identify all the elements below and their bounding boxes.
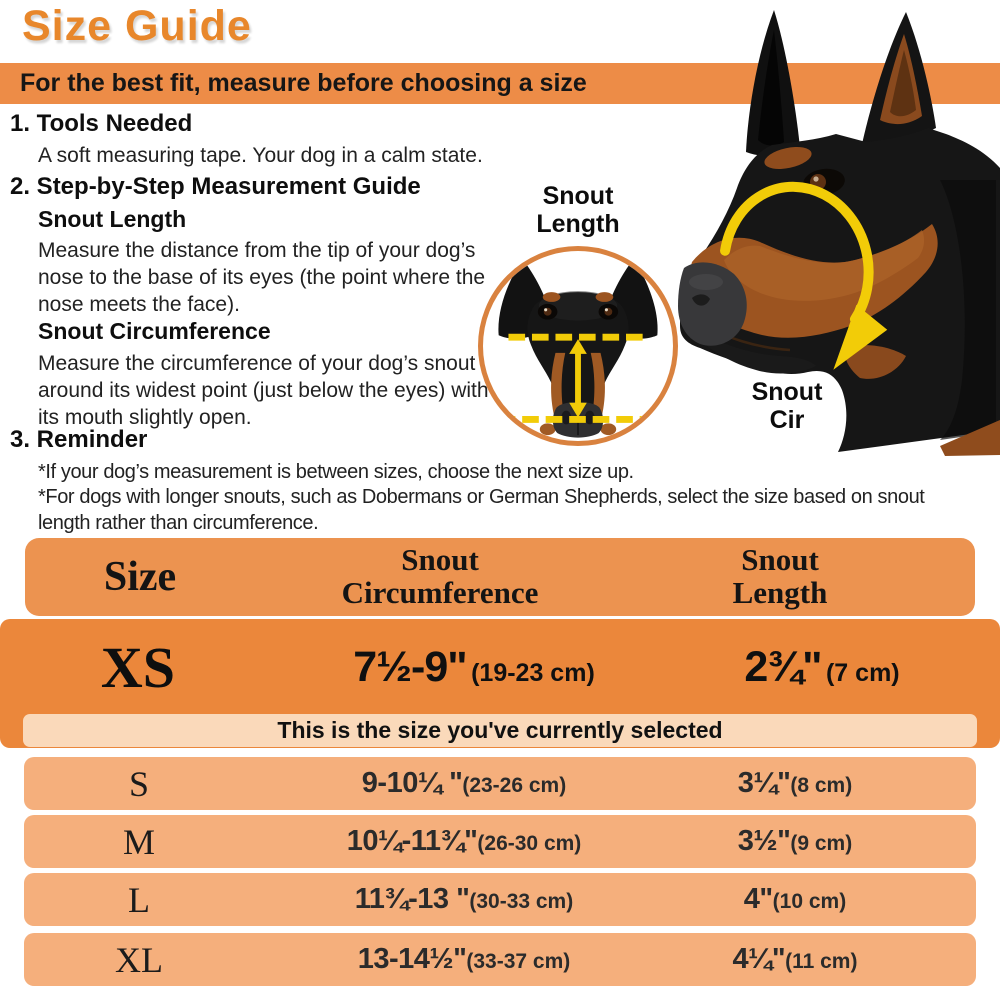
row-size-label: XL — [115, 939, 163, 980]
row-len-inches: 3½" — [737, 825, 791, 857]
row-length-value: 3½"(9 cm) — [644, 825, 946, 858]
tools-needed-heading: 1. Tools Needed — [10, 110, 193, 137]
reminder-note-2: *For dogs with longer snouts, such as Do… — [38, 486, 925, 534]
row-len-inches: 4" — [743, 883, 773, 915]
row-length-value: 4¼"(11 cm) — [644, 943, 946, 976]
page-title: Size Guide — [22, 2, 252, 50]
xs-circ-inches: 7½-9" — [353, 642, 467, 691]
row-len-cm: (9 cm) — [790, 832, 853, 855]
reminder-heading: 3. Reminder — [10, 426, 148, 453]
size-row-xl: XL 13-14½"(33-37 cm) 4¼"(11 cm) — [24, 933, 976, 986]
header-snout-length: Snout Length — [732, 542, 828, 610]
doberman-face-illustration — [498, 258, 658, 438]
row-circ-inches: 11¾-13 " — [354, 883, 470, 915]
row-circ-cm: (26-30 cm) — [477, 832, 582, 855]
xs-circumference-value: 7½-9" (19-23 cm) — [276, 643, 672, 692]
snout-circumference-heading: Snout Circumference — [38, 318, 271, 344]
header-size: Size — [103, 554, 177, 600]
size-table-header: Size Snout Circumference Snout Length — [25, 538, 975, 616]
fit-banner-text: For the best fit, measure before choosin… — [20, 69, 587, 97]
row-circumference-value: 10¼-11¾"(26-30 cm) — [254, 825, 674, 858]
row-size-label: L — [128, 879, 150, 920]
steps-heading: 2. Step-by-Step Measurement Guide — [10, 173, 421, 200]
tools-needed-body: A soft measuring tape. Your dog in a cal… — [38, 144, 483, 167]
row-circ-inches: 13-14½" — [357, 943, 467, 975]
row-circ-cm: (33-37 cm) — [466, 950, 571, 973]
reminder-note-1: *If your dog’s measurement is between si… — [38, 461, 634, 483]
selected-size-banner: This is the size you've currently select… — [23, 714, 977, 747]
xs-length-value: 2¾" (7 cm) — [658, 643, 986, 692]
header-snout-circumference: Snout Circumference — [341, 542, 539, 610]
fit-banner: For the best fit, measure before choosin… — [0, 63, 1000, 104]
size-row-s: S 9-10¼ "(23-26 cm) 3¼"(8 cm) — [24, 757, 976, 810]
row-len-inches: 4¼" — [732, 943, 786, 975]
row-length-value: 3¼"(8 cm) — [644, 767, 946, 800]
snout-circumference-arrow-icon — [720, 181, 888, 370]
row-circ-inches: 10¼-11¾" — [346, 825, 478, 857]
xs-circ-cm: (19-23 cm) — [471, 658, 595, 687]
size-row-m: M 10¼-11¾"(26-30 cm) 3½"(9 cm) — [24, 815, 976, 868]
xs-len-inches: 2¾" — [744, 642, 822, 691]
row-circ-cm: (23-26 cm) — [462, 774, 567, 797]
row-circumference-value: 9-10¼ "(23-26 cm) — [254, 767, 674, 800]
size-row-l: L 11¾-13 "(30-33 cm) 4"(10 cm) — [24, 873, 976, 926]
snout-length-diagram — [478, 246, 678, 446]
snout-cir-label: Snout Cir — [751, 378, 823, 434]
snout-length-body: Measure the distance from the tip of you… — [38, 239, 486, 316]
xs-size-label: XS — [100, 634, 176, 700]
row-circ-cm: (30-33 cm) — [469, 890, 574, 913]
row-circumference-value: 13-14½"(33-37 cm) — [254, 943, 674, 976]
row-circ-inches: 9-10¼ " — [361, 767, 463, 799]
row-len-cm: (11 cm) — [785, 950, 858, 973]
row-len-inches: 3¼" — [737, 767, 791, 799]
row-size-label: M — [122, 821, 155, 862]
snout-length-heading: Snout Length — [38, 206, 187, 232]
row-length-value: 4"(10 cm) — [644, 883, 946, 916]
row-circumference-value: 11¾-13 "(30-33 cm) — [254, 883, 674, 916]
xs-row-values: XS 7½-9" (19-23 cm) 2¾" (7 cm) — [0, 619, 1000, 715]
snout-length-arrow-icon — [498, 333, 658, 423]
row-len-cm: (8 cm) — [790, 774, 853, 797]
xs-len-cm: (7 cm) — [825, 658, 900, 687]
doberman-head-illustration — [678, 10, 1000, 456]
snout-circumference-body: Measure the circumference of your dog’s … — [38, 352, 489, 429]
row-size-label: S — [128, 763, 150, 804]
row-len-cm: (10 cm) — [772, 890, 847, 913]
snout-length-diagram-label: Snout Length — [536, 182, 620, 238]
